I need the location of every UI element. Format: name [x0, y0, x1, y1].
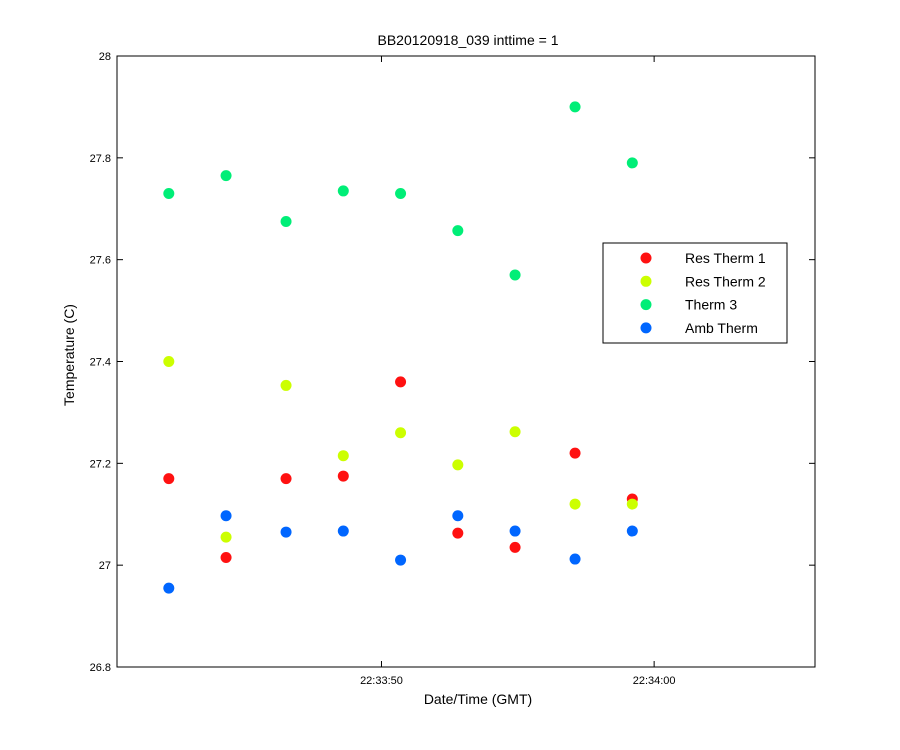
point-amb-therm — [569, 553, 581, 565]
legend-marker — [640, 252, 652, 264]
point-res-therm-1 — [220, 552, 232, 564]
legend-label: Amb Therm — [685, 320, 758, 336]
legend-box — [602, 242, 788, 344]
x-axis-label: Date/Time (GMT) — [424, 691, 532, 707]
legend-marker — [640, 299, 652, 311]
data-points — [163, 101, 638, 594]
point-therm-3 — [626, 157, 638, 169]
y-axis: 26.8 27 27.2 27.4 27.6 27.8 28 — [90, 51, 815, 674]
point-therm-3 — [337, 185, 349, 197]
point-res-therm-2 — [626, 498, 638, 510]
x-axis: 22:33:50 22:34:00 — [360, 56, 676, 687]
point-therm-3 — [509, 269, 521, 281]
point-res-therm-2 — [337, 450, 349, 462]
point-res-therm-1 — [452, 527, 464, 539]
point-therm-3 — [452, 225, 464, 237]
point-res-therm-2 — [220, 531, 232, 543]
point-therm-3 — [569, 101, 581, 113]
point-amb-therm — [509, 525, 521, 537]
y-tick-label: 27.8 — [90, 153, 111, 165]
y-tick-label: 27 — [99, 560, 111, 572]
chart-title: BB20120918_039 inttime = 1 — [378, 32, 559, 48]
point-amb-therm — [280, 526, 292, 538]
legend-label: Res Therm 1 — [685, 250, 766, 266]
y-tick-label: 28 — [99, 51, 111, 63]
point-res-therm-2 — [163, 356, 175, 367]
point-amb-therm — [395, 554, 407, 566]
legend-label: Therm 3 — [685, 297, 737, 313]
plot-area — [116, 55, 816, 668]
point-res-therm-2 — [280, 379, 292, 391]
y-tick-label: 27.4 — [90, 357, 111, 369]
point-res-therm-1 — [337, 470, 349, 482]
legend-label: Res Therm 2 — [685, 273, 766, 289]
point-amb-therm — [163, 582, 175, 594]
point-res-therm-2 — [452, 459, 464, 471]
y-tick-label: 27.2 — [90, 458, 111, 470]
point-therm-3 — [163, 187, 175, 199]
legend: Res Therm 1 Res Therm 2 Therm 3 Amb Therm — [602, 242, 788, 344]
point-res-therm-2 — [569, 498, 581, 510]
point-res-therm-1 — [569, 447, 581, 459]
point-res-therm-1 — [509, 541, 521, 553]
y-tick-label: 26.8 — [90, 662, 111, 674]
point-res-therm-2 — [395, 427, 407, 439]
x-tick-label: 22:34:00 — [633, 675, 676, 687]
y-axis-label: Temperature (C) — [61, 304, 77, 406]
point-res-therm-1 — [163, 473, 175, 485]
point-therm-3 — [280, 215, 292, 227]
legend-marker — [640, 275, 652, 287]
legend-marker — [640, 322, 652, 334]
x-tick-label: 22:33:50 — [360, 675, 403, 687]
point-amb-therm — [337, 525, 349, 537]
point-amb-therm — [626, 525, 638, 537]
point-therm-3 — [220, 170, 232, 182]
point-res-therm-1 — [280, 473, 292, 485]
point-therm-3 — [395, 187, 407, 199]
point-res-therm-2 — [509, 426, 521, 438]
point-res-therm-1 — [395, 376, 407, 388]
point-amb-therm — [452, 510, 464, 522]
point-amb-therm — [220, 510, 232, 522]
y-tick-label: 27.6 — [90, 255, 111, 267]
